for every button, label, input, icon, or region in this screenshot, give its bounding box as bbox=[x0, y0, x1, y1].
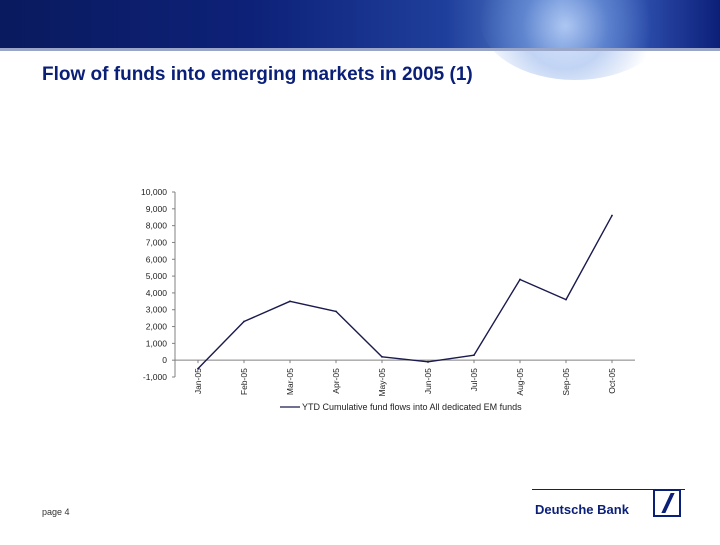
page-number: page 4 bbox=[42, 507, 70, 517]
y-tick-label: 8,000 bbox=[146, 221, 168, 231]
x-tick-label: Sep-05 bbox=[561, 368, 571, 396]
series-line bbox=[197, 215, 613, 370]
x-tick-label: Jun-05 bbox=[423, 368, 433, 394]
y-tick-label: 5,000 bbox=[146, 271, 168, 281]
x-tick-label: Mar-05 bbox=[285, 368, 295, 395]
x-tick-label: Aug-05 bbox=[515, 368, 525, 396]
x-tick-label: Apr-05 bbox=[331, 368, 341, 394]
data-point bbox=[565, 298, 567, 301]
series-group bbox=[197, 214, 613, 370]
y-tick-label: -1,000 bbox=[143, 372, 167, 382]
x-tick-label: May-05 bbox=[377, 368, 387, 397]
data-point bbox=[289, 300, 291, 303]
x-tick-label: Feb-05 bbox=[239, 368, 249, 395]
data-point bbox=[473, 354, 475, 357]
data-point bbox=[519, 278, 521, 281]
page-title: Flow of funds into emerging markets in 2… bbox=[42, 64, 473, 85]
header-band bbox=[0, 0, 720, 80]
y-tick-label: 1,000 bbox=[146, 338, 168, 348]
y-tick-label: 10,000 bbox=[141, 187, 167, 197]
y-ticks: -1,000 0 1,000 2,000 3,000 4,000 5,000 6,000 7,0… bbox=[141, 187, 175, 382]
data-point bbox=[611, 214, 613, 217]
deutsche-bank-logo-icon bbox=[653, 489, 681, 517]
x-tick-label: Oct-05 bbox=[607, 368, 617, 394]
logo-slash bbox=[661, 493, 675, 513]
y-tick-label: 2,000 bbox=[146, 322, 168, 332]
y-tick-label: 4,000 bbox=[146, 288, 168, 298]
footer-rule bbox=[532, 489, 685, 490]
data-point bbox=[381, 355, 383, 358]
header-underline bbox=[0, 48, 720, 51]
x-ticks: Jan-05 Feb-05 Mar-05 Apr-05 May-05 Jun-05 Jul-… bbox=[193, 360, 617, 397]
x-tick-label: Jan-05 bbox=[193, 368, 203, 394]
legend-label: YTD Cumulative fund flows into All dedic… bbox=[302, 402, 522, 412]
y-tick-label: 3,000 bbox=[146, 305, 168, 315]
data-point bbox=[197, 367, 199, 370]
data-point bbox=[243, 320, 245, 323]
y-tick-label: 6,000 bbox=[146, 254, 168, 264]
x-tick-label: Jul-05 bbox=[469, 368, 479, 391]
y-tick-label: 7,000 bbox=[146, 237, 168, 247]
data-point bbox=[427, 360, 429, 363]
legend: YTD Cumulative fund flows into All dedic… bbox=[280, 402, 522, 412]
brand-name: Deutsche Bank bbox=[535, 502, 629, 517]
y-tick-label: 9,000 bbox=[146, 204, 168, 214]
data-point bbox=[335, 310, 337, 313]
y-tick-label: 0 bbox=[162, 355, 167, 365]
